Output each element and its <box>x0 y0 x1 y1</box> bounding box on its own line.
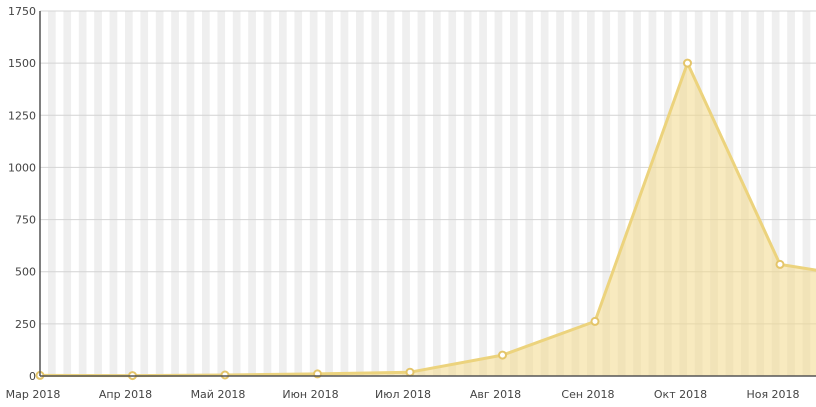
background-band-25 <box>433 11 441 376</box>
background-band-23 <box>402 11 410 376</box>
y-tick-label-5: 1250 <box>8 109 36 122</box>
background-band-32 <box>540 11 549 376</box>
background-band-12 <box>232 11 241 376</box>
data-area <box>40 63 816 376</box>
background-band-37 <box>617 11 626 376</box>
background-band-17 <box>309 11 318 376</box>
background-band-47 <box>771 11 780 376</box>
background-band-30 <box>510 11 518 376</box>
background-band-4 <box>109 11 118 376</box>
background-band-48 <box>787 11 795 376</box>
x-tick-labels: Мар 2018 Апр 2018 Май 2018 Июн 2018 Июл 2018… <box>6 388 800 401</box>
y-tick-label-6: 1500 <box>8 57 36 70</box>
y-tick-label-7: 1750 <box>8 5 36 18</box>
data-point-4 <box>405 367 415 377</box>
background-band-27 <box>463 11 472 376</box>
background-band-38 <box>633 11 641 376</box>
x-tick-label-3: Июн 2018 <box>282 388 338 401</box>
background-band-49 <box>802 11 811 376</box>
x-tick-label-8: Ноя 2018 <box>746 388 799 401</box>
background-band-13 <box>248 11 256 376</box>
background-band-19 <box>340 11 349 376</box>
x-tick-label-6: Сен 2018 <box>561 388 614 401</box>
background-band-10 <box>202 11 210 376</box>
background-band-26 <box>448 11 457 376</box>
y-tick-label-2: 500 <box>15 266 36 279</box>
background-band-18 <box>325 11 333 376</box>
background-band-31 <box>525 11 534 376</box>
background-band-20 <box>356 11 364 376</box>
background-band-1 <box>63 11 72 376</box>
y-tick-label-0: 0 <box>29 370 36 383</box>
data-point-2 <box>220 370 230 380</box>
y-tick-label-1: 250 <box>15 318 36 331</box>
background-band-15 <box>279 11 287 376</box>
background-band-29 <box>494 11 503 376</box>
background-band-2 <box>78 11 87 376</box>
background-band-11 <box>217 11 226 376</box>
data-point-6 <box>590 316 600 326</box>
background-band-9 <box>186 11 195 376</box>
background-band-8 <box>171 11 179 376</box>
data-point-5 <box>498 350 507 360</box>
x-tick-label-0: Мар 2018 <box>6 388 61 401</box>
data-point-8 <box>775 259 785 269</box>
data-point-7 <box>683 58 692 68</box>
background-band-28 <box>479 11 487 376</box>
background-band-3 <box>94 11 102 376</box>
x-tick-label-2: Май 2018 <box>191 388 246 401</box>
background-band-24 <box>417 11 426 376</box>
x-tick-label-7: Окт 2018 <box>654 388 707 401</box>
background-band-33 <box>556 11 564 376</box>
background-band-7 <box>155 11 164 376</box>
y-tick-label-4: 1000 <box>8 161 36 174</box>
background-band-35 <box>587 11 595 376</box>
background-band-46 <box>756 11 765 376</box>
background-band-6 <box>140 11 149 376</box>
background-band-16 <box>294 11 303 376</box>
x-tick-label-4: Июл 2018 <box>375 388 431 401</box>
background-band-21 <box>371 11 380 376</box>
x-tick-label-5: Авг 2018 <box>470 388 521 401</box>
background-band-34 <box>571 11 580 376</box>
y-tick-label-3: 750 <box>15 214 36 227</box>
background-band-14 <box>263 11 272 376</box>
background-band-36 <box>602 11 611 376</box>
background-band-22 <box>386 11 395 376</box>
background-band-5 <box>125 11 133 376</box>
y-tick-labels: 0 250 500 750 1000 1250 1500 1750 <box>8 5 36 383</box>
background-band-0 <box>48 11 56 376</box>
x-tick-label-1: Апр 2018 <box>99 388 152 401</box>
